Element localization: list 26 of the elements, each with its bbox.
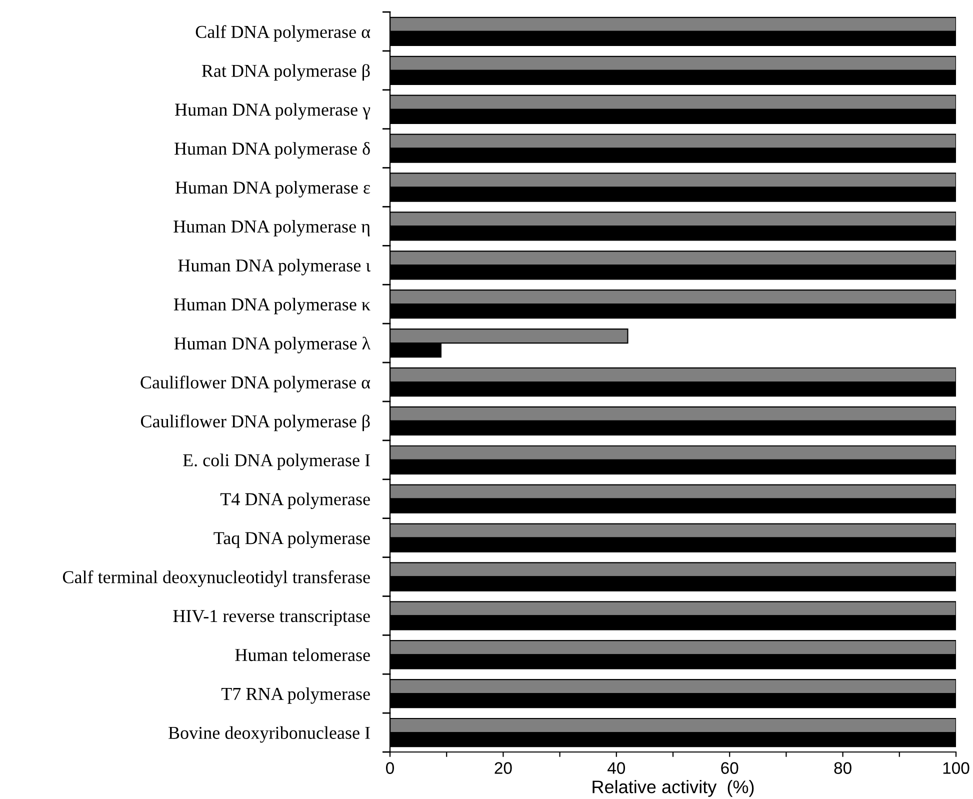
y-tick-label: Calf terminal deoxynucleotidyl transferase bbox=[62, 570, 370, 587]
x-tick-label: 0 bbox=[386, 762, 394, 774]
y-tick-label: Human DNA polymerase λ bbox=[174, 336, 370, 354]
y-tick-label: HIV-1 reverse transcriptase bbox=[173, 610, 370, 626]
y-tick-label: Rat DNA polymerase β bbox=[202, 64, 370, 81]
x-tick-label: 20 bbox=[494, 762, 512, 774]
y-tick-label: T4 DNA polymerase bbox=[220, 492, 370, 510]
y-tick-label: Human DNA polymerase γ bbox=[175, 103, 370, 120]
y-tick-label: Taq DNA polymerase bbox=[214, 532, 370, 548]
y-tick-label: T7 RNA polymerase bbox=[221, 687, 370, 704]
x-tick-label: 40 bbox=[608, 762, 626, 774]
x-axis-title: Relative activity (%) bbox=[592, 780, 754, 797]
y-tick-label: Human DNA polymerase ι bbox=[178, 258, 370, 276]
y-tick-label: Human DNA polymerase δ bbox=[174, 142, 370, 159]
y-tick-label: Human telomerase bbox=[235, 648, 370, 662]
y-tick-label: Cauliflower DNA polymerase β bbox=[140, 414, 370, 432]
x-tick-label: 60 bbox=[721, 762, 738, 774]
y-tick-label: Human DNA polymerase η bbox=[174, 220, 370, 236]
y-tick-label: Human DNA polymerase κ bbox=[174, 298, 370, 314]
y-tick-label: E. coli DNA polymerase I bbox=[183, 454, 370, 470]
y-tick-label: Calf DNA polymerase α bbox=[196, 25, 370, 42]
y-tick-label: Cauliflower DNA polymerase α bbox=[140, 376, 370, 392]
y-tick-label: Bovine deoxyribonuclease I bbox=[168, 726, 370, 743]
y-tick-label: Human DNA polymerase ε bbox=[175, 181, 370, 198]
x-tick-label: 80 bbox=[834, 762, 852, 774]
x-tick-label: 100 bbox=[943, 762, 970, 774]
